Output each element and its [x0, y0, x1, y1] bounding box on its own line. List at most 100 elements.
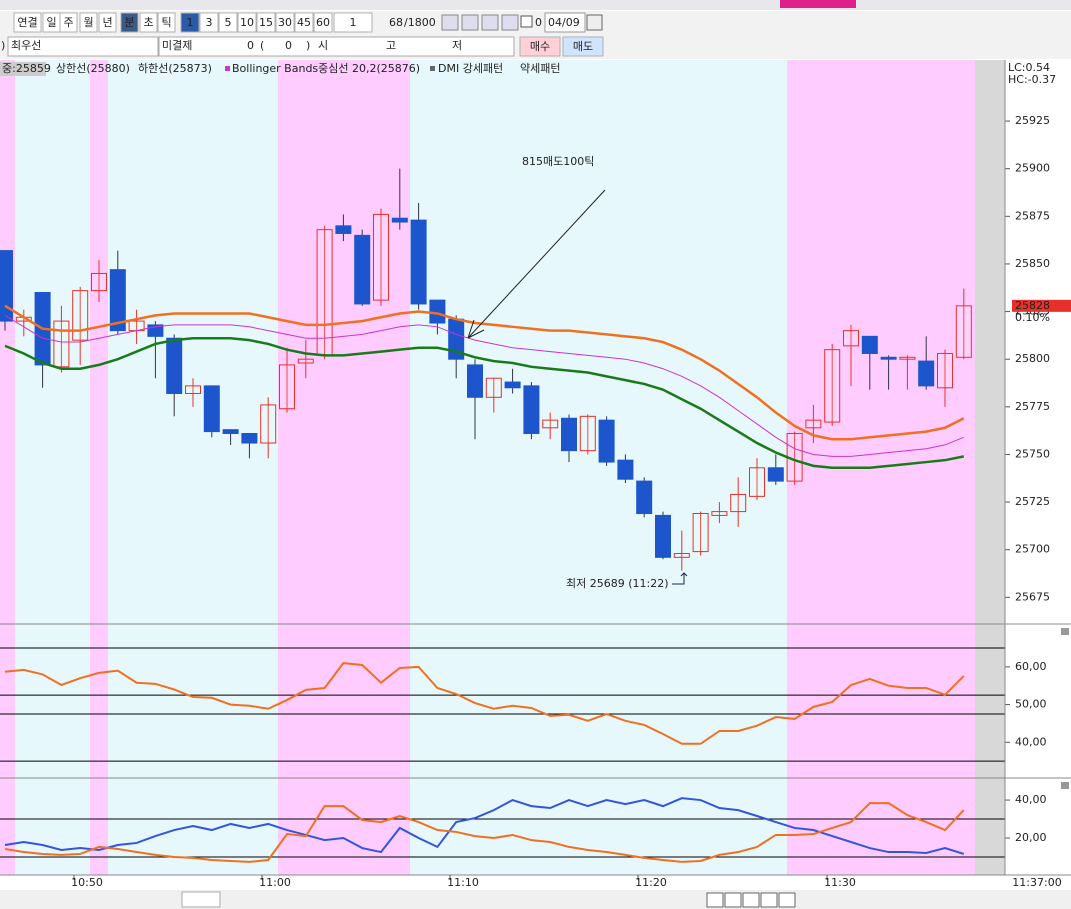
candle-body	[241, 432, 258, 444]
candle-body	[91, 272, 107, 292]
candle-body	[579, 415, 596, 452]
hc-label: HC:-0.37	[1008, 73, 1056, 86]
session-band	[0, 60, 15, 875]
toolbar-button[interactable]	[218, 12, 238, 33]
toolbar-button[interactable]	[120, 12, 139, 33]
playback-button[interactable]	[724, 892, 742, 908]
toolbar-button[interactable]	[294, 12, 314, 33]
panel-icon[interactable]	[1061, 782, 1069, 789]
toolbar-button[interactable]	[180, 12, 200, 33]
candle-body	[410, 219, 427, 305]
cursor-time: 11:37:00	[1012, 876, 1061, 889]
oi-box	[158, 36, 515, 57]
panel-icon[interactable]	[1061, 628, 1069, 635]
toolbar-label: 틱	[161, 16, 171, 29]
toolbar-label: 주	[63, 16, 73, 29]
candle-body	[692, 513, 709, 553]
toolbar-icon[interactable]	[461, 14, 479, 31]
calendar-icon[interactable]	[586, 14, 603, 31]
band-line	[4, 304, 965, 441]
candle-body	[598, 419, 615, 463]
playback-button[interactable]	[706, 892, 724, 908]
indicator-line	[4, 797, 965, 855]
toolbar-button[interactable]	[199, 12, 219, 33]
toolbar-button[interactable]	[313, 12, 333, 33]
toolbar-button[interactable]	[157, 12, 176, 33]
indicator-line	[4, 802, 965, 863]
candle-body	[166, 337, 183, 394]
toolbar-button[interactable]	[519, 36, 561, 57]
toolbar-icon[interactable]	[441, 14, 459, 31]
candle-body	[730, 493, 747, 513]
right-margin	[975, 60, 1005, 875]
scrollbar[interactable]	[0, 890, 1071, 909]
toolbar-icon[interactable]	[481, 14, 499, 31]
toolbar-label: 월	[83, 16, 93, 29]
candle-body	[504, 381, 521, 389]
toolbar-label: 매수	[530, 40, 550, 53]
toolbar-label: 년	[102, 16, 112, 29]
candle-body	[561, 417, 577, 452]
candle-body	[824, 349, 841, 423]
y-tick-label: 25925	[1015, 114, 1050, 127]
candle-body	[297, 358, 314, 364]
candle-body	[749, 467, 765, 497]
candle-body	[260, 404, 277, 444]
toolbar-label: 15	[259, 16, 273, 29]
y-tick-label: 40,00	[1015, 735, 1047, 748]
title-button[interactable]	[780, 0, 856, 8]
candle-body	[147, 324, 164, 337]
legend-item: 약세패턴	[520, 61, 560, 75]
scroll-thumb[interactable]	[181, 891, 221, 908]
legend-item: 하한선(25873)	[138, 61, 212, 75]
toolbar-button[interactable]	[275, 12, 295, 33]
lc-label: LC:0.54	[1008, 61, 1050, 74]
legend-swatch	[430, 66, 435, 71]
toolbar-button[interactable]	[256, 12, 276, 33]
candle-body	[955, 305, 972, 358]
playback-button[interactable]	[778, 892, 796, 908]
candle-body	[880, 356, 897, 360]
candle-body	[617, 459, 634, 480]
band-line	[4, 336, 965, 470]
toolbar-label: 60	[316, 16, 330, 29]
toolbar-icon[interactable]	[501, 14, 519, 31]
toolbar-label: 초	[143, 16, 153, 29]
toolbar-button[interactable]	[333, 12, 373, 33]
candle-body	[843, 330, 859, 347]
candle-body	[937, 352, 953, 389]
toolbar-button[interactable]	[79, 12, 98, 33]
candle-body	[185, 385, 201, 394]
x-tick-label: 11:30	[824, 876, 856, 889]
y-tick-label: 25775	[1015, 400, 1050, 413]
playback-button[interactable]	[760, 892, 778, 908]
annotation-arrow	[467, 189, 606, 339]
candle-body	[918, 360, 935, 387]
toolbar-button[interactable]	[13, 12, 42, 33]
candle-body	[53, 320, 70, 368]
oi: 0	[247, 39, 254, 52]
legend-swatch	[225, 66, 230, 71]
toolbar-button[interactable]	[139, 12, 158, 33]
session-band	[90, 60, 108, 875]
toolbar-button[interactable]	[59, 12, 78, 33]
date-box[interactable]	[544, 12, 586, 33]
candle-body	[861, 335, 878, 354]
annotation: 815매도100틱	[522, 155, 594, 168]
candle-body	[222, 429, 239, 434]
y-tick-label: 20,00	[1015, 831, 1047, 844]
y-tick-label: 25675	[1015, 590, 1050, 603]
y-tick-label: 25850	[1015, 257, 1050, 270]
toolbar-label: 일	[46, 15, 56, 29]
playback-button[interactable]	[742, 892, 760, 908]
legend-item: DMI 강세패턴	[438, 62, 503, 75]
legend-box	[0, 62, 46, 76]
toolbar-button[interactable]	[98, 12, 117, 33]
date: 04/09	[548, 16, 580, 29]
toolbar-label: 3	[206, 16, 213, 29]
toolbar-button[interactable]	[562, 36, 604, 57]
checkbox[interactable]	[520, 15, 533, 28]
candle-body	[523, 385, 540, 434]
high-label: 고	[386, 39, 396, 52]
toolbar-button[interactable]	[237, 12, 257, 33]
